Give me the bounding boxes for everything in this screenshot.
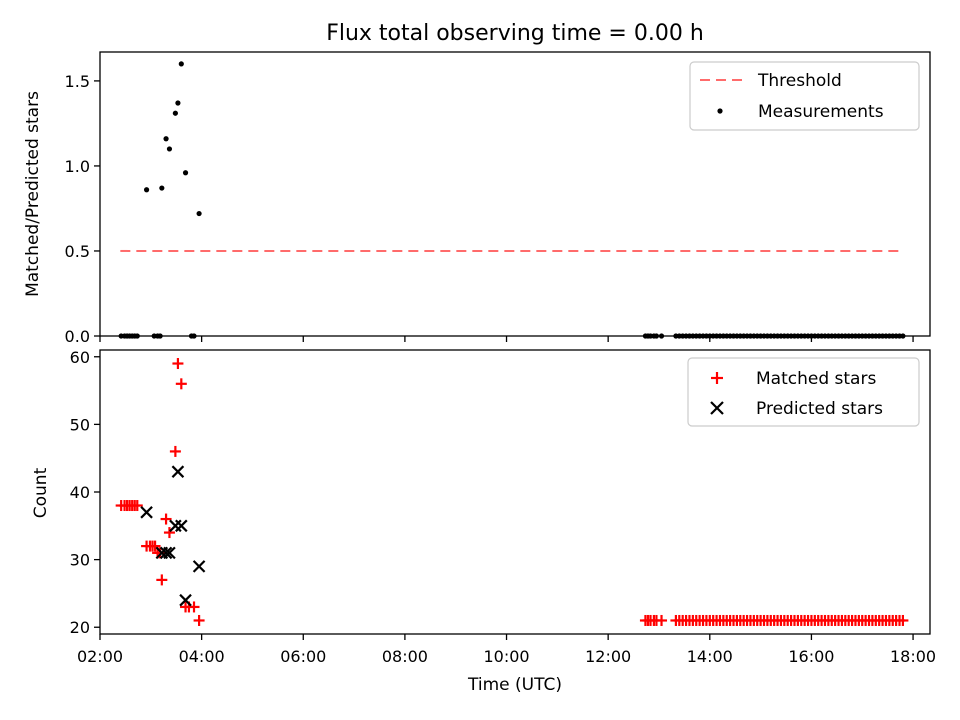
- predicted-marker-b: [179, 593, 192, 607]
- count-x-tick-label: 18:00: [890, 647, 936, 666]
- measurements-legend-label: Measurements: [758, 102, 884, 122]
- predicted-legend-swatch: [710, 401, 724, 415]
- ratio-legend: Threshold Measurements: [689, 61, 920, 131]
- count-axes-frame: [99, 349, 931, 635]
- matched-legend-swatch: [711, 372, 723, 384]
- predicted-star-marker: [171, 465, 185, 478]
- matched-star-marker: [163, 527, 175, 539]
- count-y-tick-label: 60: [70, 348, 90, 367]
- predicted-star-marker: [163, 546, 176, 560]
- ratio-axes-frame: [99, 51, 931, 337]
- predicted-star-markers: [140, 465, 206, 607]
- count-x-tick-label: 16:00: [788, 647, 834, 666]
- predicted-star-marker: [159, 546, 173, 560]
- count-x-tick-label: 04:00: [179, 647, 225, 666]
- ratio-y-axis-label: Matched/Predicted stars: [23, 91, 43, 297]
- matched-star-marker: [149, 540, 161, 552]
- matched-star-marker: [656, 614, 668, 626]
- chart-title: Flux total observing time = 0.00 h: [326, 21, 704, 46]
- matched-star-marker: [160, 513, 172, 525]
- measurement-point: [166, 146, 173, 152]
- count-panel: 20 30 40 50 60 02:00 04:00 06:00 08:00 10:00 12:0…: [31, 348, 936, 695]
- threshold-legend-label: Threshold: [757, 71, 842, 91]
- matched-star-marker: [169, 445, 181, 457]
- measurements-legend-swatch: [717, 108, 723, 114]
- matched-star-marker: [154, 547, 166, 559]
- x-axis-label: Time (UTC): [467, 675, 562, 695]
- ratio-y-tick-label: 0.0: [65, 327, 90, 346]
- predicted-marker-b: [163, 546, 176, 560]
- measurement-point: [143, 187, 150, 193]
- predicted-star-marker: [140, 506, 153, 519]
- ratio-y-tick-label: 1.5: [65, 72, 90, 91]
- count-x-ticks: 02:00 04:00 06:00 08:00 10:00 12:00 14:00 16:00…: [77, 634, 936, 666]
- count-x-tick-label: 02:00: [77, 647, 123, 666]
- matched-star-marker: [175, 378, 187, 390]
- predicted-marker-b: [175, 519, 188, 533]
- measurement-point: [178, 61, 184, 67]
- ratio-legend-box: [689, 61, 920, 131]
- count-y-tick-label: 30: [70, 551, 90, 570]
- predicted-marker-b: [171, 465, 185, 478]
- predicted-marker-b: [192, 560, 206, 573]
- predicted-star-marker: [175, 519, 188, 533]
- ratio-y-tick-label: 1.0: [65, 157, 90, 176]
- predicted-legend-label: Predicted stars: [756, 399, 883, 419]
- matched-star-marker: [188, 601, 200, 613]
- measurement-point: [175, 100, 181, 106]
- measurement-point: [172, 110, 178, 116]
- measurement-point: [159, 185, 165, 191]
- matched-star-marker: [156, 574, 168, 586]
- matched-star-marker: [193, 614, 205, 626]
- measurement-point: [182, 170, 189, 176]
- count-legend-box: [687, 357, 920, 427]
- count-y-tick-label: 50: [70, 415, 90, 434]
- ratio-y-tick-label: 0.5: [65, 242, 90, 261]
- count-y-tick-label: 40: [70, 483, 90, 502]
- ratio-panel: 0.0 0.5 1.0 1.5 Matched/Predicted stars Thr…: [23, 51, 931, 346]
- count-x-tick-label: 12:00: [585, 647, 631, 666]
- predicted-star-marker: [192, 560, 206, 573]
- count-y-ticks: 20 30 40 50 60: [70, 348, 100, 637]
- predicted-marker-b: [140, 506, 153, 519]
- predicted-marker-b: [159, 546, 173, 560]
- count-legend: Matched stars Predicted stars: [687, 357, 920, 427]
- count-y-axis-label: Count: [31, 467, 51, 518]
- count-y-tick-label: 20: [70, 618, 90, 637]
- measurement-point: [196, 210, 202, 217]
- matched-star-marker: [172, 358, 184, 370]
- count-x-tick-label: 08:00: [382, 647, 428, 666]
- ratio-y-ticks: 0.0 0.5 1.0 1.5: [65, 72, 100, 346]
- count-x-tick-label: 10:00: [483, 647, 529, 666]
- predicted-star-marker: [179, 593, 192, 607]
- count-x-tick-label: 06:00: [280, 647, 326, 666]
- matched-star-marker: [897, 614, 909, 626]
- matched-legend-label: Matched stars: [756, 369, 876, 389]
- matched-star-marker: [131, 500, 143, 512]
- measurement-point: [163, 136, 169, 142]
- count-x-tick-label: 14:00: [687, 647, 733, 666]
